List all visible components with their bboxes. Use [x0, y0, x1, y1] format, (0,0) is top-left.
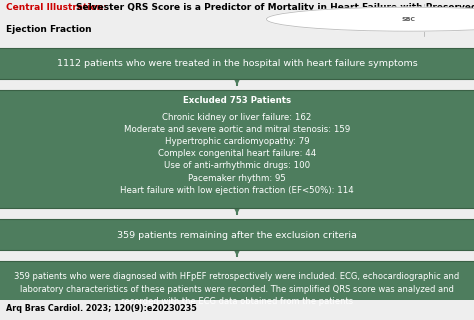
- FancyBboxPatch shape: [0, 91, 474, 209]
- Text: 359 patients who were diagnosed with HFpEF retrospectively were included. ECG, e: 359 patients who were diagnosed with HFp…: [14, 272, 460, 306]
- Text: 359 patients remaining after the exclusion criteria: 359 patients remaining after the exclusi…: [117, 230, 357, 239]
- Text: Arq Bras Cardiol: Arq Bras Cardiol: [429, 26, 474, 31]
- FancyBboxPatch shape: [0, 49, 474, 79]
- FancyBboxPatch shape: [0, 261, 474, 316]
- Text: SBC: SBC: [401, 17, 416, 22]
- Text: 1112 patients who were treated in the hospital with heart failure symptoms: 1112 patients who were treated in the ho…: [56, 60, 418, 68]
- FancyBboxPatch shape: [0, 220, 474, 251]
- Text: Arq Bras Cardiol. 2023; 120(9):e20230235: Arq Bras Cardiol. 2023; 120(9):e20230235: [6, 304, 196, 313]
- Circle shape: [266, 7, 474, 31]
- Text: Excluded 753 Patients: Excluded 753 Patients: [183, 96, 291, 105]
- Text: Ejection Fraction: Ejection Fraction: [6, 25, 91, 34]
- Text: Central Illustration:: Central Illustration:: [6, 3, 107, 12]
- Text: Chronic kidney or liver failure: 162
Moderate and severe aortic and mitral steno: Chronic kidney or liver failure: 162 Mod…: [120, 113, 354, 195]
- Text: Selvester QRS Score is a Predictor of Mortality in Heart Failure with Preserved: Selvester QRS Score is a Predictor of Mo…: [76, 3, 474, 12]
- Text: ABC Cardiol: ABC Cardiol: [429, 11, 474, 20]
